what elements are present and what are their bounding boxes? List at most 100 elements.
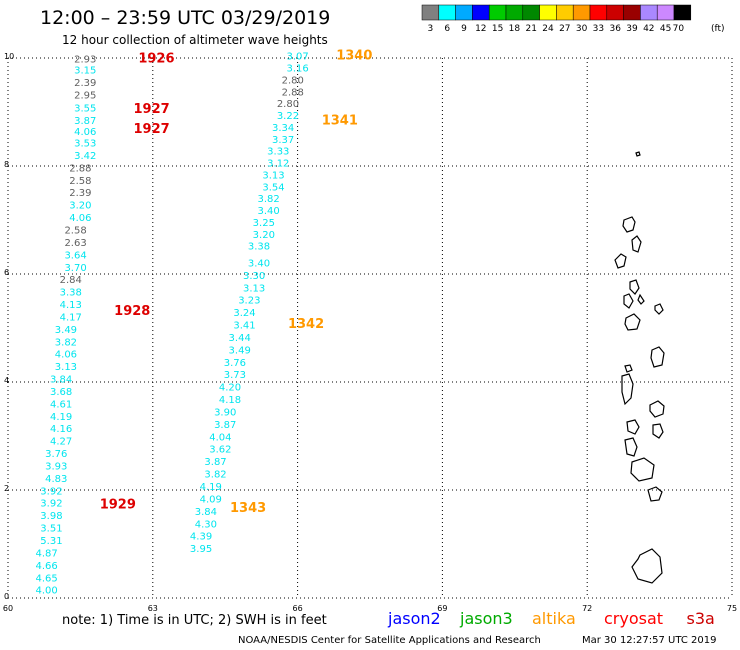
wave-height-value: 5.31 (40, 536, 62, 547)
wave-height-value: 3.68 (50, 387, 72, 398)
x-tick-label: 66 (293, 604, 303, 613)
colorbar-label: 33 (593, 24, 604, 34)
wave-height-value: 3.07 (286, 52, 308, 63)
satellite-legend: jason2 jason3 altika cryosat s3a (387, 609, 715, 628)
legend-item-jason3: jason3 (459, 609, 513, 628)
y-tick-label: 0 (4, 592, 9, 601)
colorbar-label: 70 (673, 24, 685, 34)
colorbar-label: 27 (559, 24, 570, 34)
footer-note: note: 1) Time is in UTC; 2) SWH is in fe… (62, 613, 327, 628)
colorbar-label: 24 (542, 24, 554, 34)
wave-height-value: 2.58 (69, 176, 91, 187)
wave-height-value: 3.30 (243, 271, 265, 282)
wave-height-value: 3.51 (40, 524, 62, 535)
colorbar-swatch (539, 4, 557, 21)
wave-height-value: 2.84 (60, 275, 82, 286)
coastline-islands (614, 151, 665, 584)
wave-height-value: 4.19 (50, 412, 72, 423)
wave-height-value: 4.06 (74, 127, 96, 138)
wave-height-value: 3.44 (229, 333, 251, 344)
axis-labels: 60 63 66 69 72 75 0 2 4 6 8 10 (3, 52, 737, 613)
wave-height-value: 2.88 (69, 163, 91, 174)
track-label: 1342 (288, 317, 324, 332)
wave-height-value: 4.83 (45, 474, 67, 485)
track-label: 1927 (133, 102, 169, 117)
wave-height-value: 4.06 (55, 350, 77, 361)
colorbar-label: 3 (428, 24, 434, 34)
data-points: 2.933.152.392.953.553.874.063.533.422.88… (35, 52, 308, 597)
y-tick-label: 2 (4, 484, 9, 493)
wave-height-value: 3.20 (69, 201, 91, 212)
legend-item-cryosat: cryosat (604, 609, 663, 628)
wave-height-value: 3.82 (55, 337, 77, 348)
colorbar-swatch (606, 4, 624, 21)
footer-credit: NOAA/NESDIS Center for Satellite Applica… (238, 635, 541, 646)
wave-height-value: 3.98 (40, 511, 62, 522)
wave-height-value: 2.93 (74, 54, 96, 65)
wave-height-value: 3.73 (224, 370, 246, 381)
colorbar-swatch (556, 4, 574, 21)
wave-height-value: 3.76 (45, 449, 67, 460)
legend-item-altika: altika (532, 609, 576, 628)
wave-height-value: 4.27 (50, 437, 72, 448)
wave-height-value: 3.70 (64, 263, 86, 274)
wave-height-value: 3.49 (55, 325, 77, 336)
colorbar-unit: (ft) (711, 24, 725, 34)
wave-height-value: 4.18 (219, 395, 241, 406)
colorbar-label: 39 (626, 24, 638, 34)
wave-height-value: 2.95 (74, 91, 96, 102)
track-label: 1340 (336, 49, 372, 64)
wave-height-value: 3.13 (262, 170, 284, 181)
x-tick-label: 69 (437, 604, 447, 613)
wave-height-value: 3.87 (204, 457, 226, 468)
colorbar-swatch (505, 4, 524, 21)
wave-height-value: 4.30 (195, 519, 217, 530)
footer-timestamp: Mar 30 12:27:57 UTC 2019 (582, 635, 717, 646)
wave-height-value: 3.13 (55, 362, 77, 373)
wave-height-value: 4.17 (60, 312, 82, 323)
colorbar: 3 6 9 12 15 18 21 24 27 30 33 36 39 42 45 70 (421, 4, 692, 34)
wave-height-value: 3.82 (258, 194, 280, 205)
wave-height-value: 4.61 (50, 399, 72, 410)
x-tick-label: 60 (3, 604, 13, 613)
track-label: 1341 (322, 113, 358, 128)
wave-height-value: 4.39 (190, 532, 212, 543)
wave-height-value: 3.34 (272, 123, 294, 134)
colorbar-label: 12 (475, 24, 486, 34)
colorbar-swatch (522, 4, 540, 21)
wave-height-value: 3.16 (286, 64, 308, 75)
wave-height-value: 3.49 (229, 345, 251, 356)
page-subtitle: 12 hour collection of altimeter wave hei… (62, 33, 328, 47)
wave-height-value: 2.80 (282, 75, 304, 86)
colorbar-label: 45 (660, 24, 671, 34)
track-label: 1928 (114, 304, 150, 319)
wave-height-value: 4.19 (200, 482, 222, 493)
x-tick-label: 75 (727, 604, 737, 613)
colorbar-swatch (623, 4, 641, 21)
colorbar-label: 6 (444, 24, 450, 34)
wave-height-value: 4.20 (219, 383, 241, 394)
wave-height-value: 3.82 (204, 470, 226, 481)
wave-height-value: 2.58 (64, 226, 86, 237)
wave-height-value: 3.76 (224, 358, 246, 369)
wave-height-value: 3.15 (74, 66, 96, 77)
wave-height-value: 3.95 (190, 544, 212, 555)
x-tick-label: 63 (148, 604, 158, 613)
colorbar-swatch (640, 4, 658, 21)
wave-height-value: 3.84 (50, 375, 72, 386)
colorbar-label: 15 (492, 24, 503, 34)
wave-height-value: 3.90 (214, 407, 236, 418)
wave-height-value: 3.22 (277, 111, 299, 122)
x-tick-label: 72 (582, 604, 592, 613)
wave-height-value: 3.25 (253, 218, 275, 229)
wave-height-value: 4.16 (50, 424, 72, 435)
page-title: 12:00 – 23:59 UTC 03/29/2019 (40, 7, 330, 29)
wave-height-value: 2.39 (69, 188, 91, 199)
colorbar-swatch (472, 4, 490, 21)
track-label: 1926 (138, 51, 174, 66)
wave-height-value: 2.80 (277, 99, 299, 110)
wave-height-value: 3.33 (267, 147, 289, 158)
wave-height-value: 4.13 (60, 300, 82, 311)
wave-height-value: 3.24 (233, 308, 255, 319)
